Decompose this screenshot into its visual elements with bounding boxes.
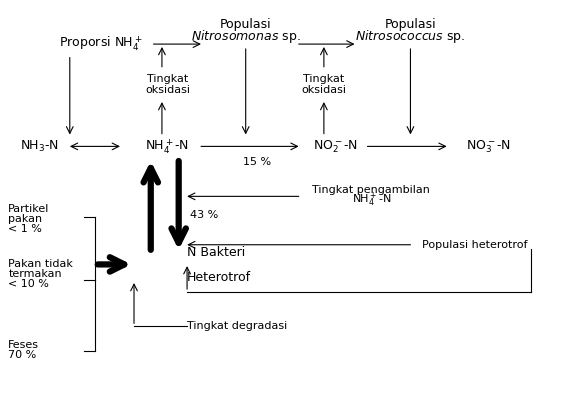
Text: Feses: Feses <box>8 340 39 350</box>
Text: Proporsi NH$_4^+$: Proporsi NH$_4^+$ <box>59 35 142 53</box>
Text: Populasi: Populasi <box>220 18 271 31</box>
Text: oksidasi: oksidasi <box>145 85 190 95</box>
Text: 15 %: 15 % <box>243 157 271 167</box>
Text: < 1 %: < 1 % <box>8 224 42 234</box>
Text: termakan: termakan <box>8 269 62 279</box>
Text: pakan: pakan <box>8 214 42 224</box>
Text: Tingkat pengambilan: Tingkat pengambilan <box>312 185 430 195</box>
Text: Tingkat degradasi: Tingkat degradasi <box>187 321 288 331</box>
Text: NO$_3^-$-N: NO$_3^-$-N <box>466 138 511 155</box>
Text: NH$_4^+$-N: NH$_4^+$-N <box>146 137 190 156</box>
Text: Partikel: Partikel <box>8 204 50 214</box>
Text: NO$_2^-$-N: NO$_2^-$-N <box>312 138 358 155</box>
Text: < 10 %: < 10 % <box>8 279 49 289</box>
Text: NH$_3$-N: NH$_3$-N <box>20 139 59 154</box>
Text: Populasi: Populasi <box>385 18 437 31</box>
Text: $\it{Nitrosomonas}$ sp.: $\it{Nitrosomonas}$ sp. <box>191 28 301 45</box>
Text: Heterotrof: Heterotrof <box>187 271 251 284</box>
Text: Populasi heterotrof: Populasi heterotrof <box>422 240 527 250</box>
Text: Pakan tidak: Pakan tidak <box>8 259 73 269</box>
Text: $\it{Nitrosococcus}$ sp.: $\it{Nitrosococcus}$ sp. <box>355 28 466 45</box>
Text: Tingkat: Tingkat <box>147 75 188 85</box>
Text: oksidasi: oksidasi <box>301 85 346 95</box>
Text: N Bakteri: N Bakteri <box>187 246 245 259</box>
Text: 70 %: 70 % <box>8 350 37 360</box>
Text: 43 %: 43 % <box>190 210 218 220</box>
Text: Tingkat: Tingkat <box>303 75 345 85</box>
Text: NH$_4^+$-N: NH$_4^+$-N <box>351 191 391 209</box>
